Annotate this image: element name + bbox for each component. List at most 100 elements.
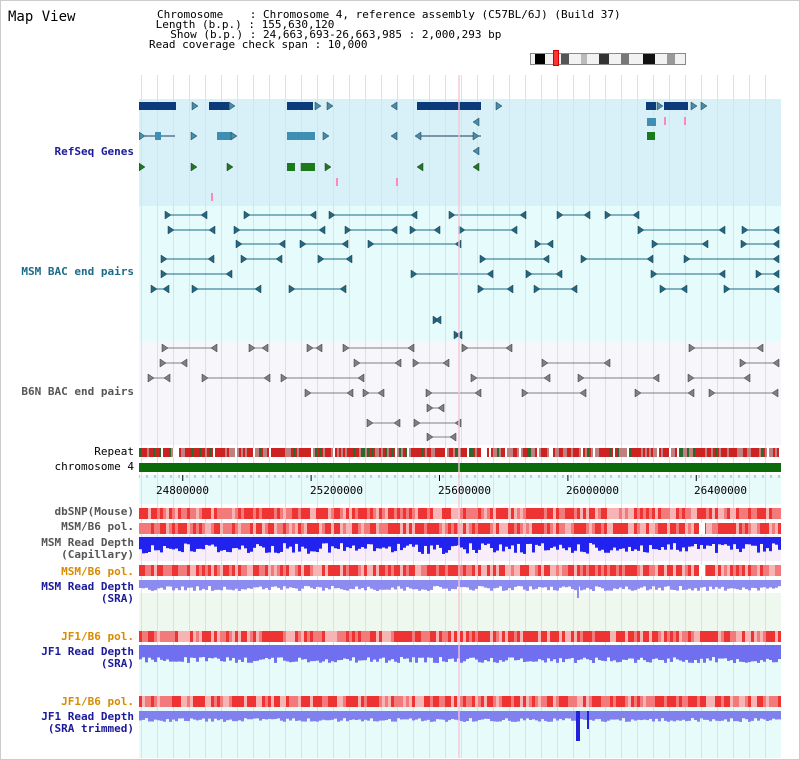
- read-depth-bar: [742, 537, 745, 549]
- read-depth-bar: [733, 711, 736, 722]
- snp-density-cell: [451, 508, 454, 519]
- snp-density-cell: [382, 508, 385, 519]
- snp-density-cell: [685, 523, 688, 534]
- read-depth-bar: [265, 580, 268, 588]
- read-depth-bar: [694, 580, 697, 589]
- snp-density-cell: [589, 631, 592, 642]
- snp-density-cell: [541, 523, 544, 534]
- repeat-cell: [153, 448, 155, 457]
- read-depth-bar: [382, 580, 385, 590]
- read-depth-bar: [274, 645, 277, 663]
- read-depth-bar: [628, 645, 631, 659]
- read-depth-bar: [304, 537, 307, 549]
- snp-density-cell: [634, 565, 637, 576]
- read-depth-bar: [727, 645, 730, 661]
- snp-density-cell: [139, 631, 142, 642]
- snp-density-cell: [319, 565, 322, 576]
- snp-density-cell: [295, 631, 298, 642]
- snp-density-cell: [763, 696, 766, 707]
- read-depth-bar: [532, 580, 535, 590]
- read-depth-bar: [373, 537, 376, 552]
- repeat-cell: [655, 448, 657, 457]
- read-depth-bar: [508, 645, 511, 658]
- snp-density-cell: [526, 631, 529, 642]
- snp-density-cell: [679, 523, 682, 534]
- repeat-cell: [387, 448, 389, 457]
- read-depth-bar: [253, 711, 256, 719]
- snp-density-cell: [163, 696, 166, 707]
- snp-density-cell: [232, 565, 235, 576]
- repeat-cell: [185, 448, 187, 457]
- read-depth-bar: [316, 645, 319, 661]
- repeat-cell: [377, 448, 379, 457]
- feature-arrow: [322, 131, 330, 141]
- snp-density-cell: [166, 508, 169, 519]
- snp-density-cell: [235, 508, 238, 519]
- read-depth-bar: [625, 645, 628, 660]
- snp-density-cell: [778, 631, 781, 642]
- snp-density-cell: [715, 631, 718, 642]
- repeat-cell: [253, 448, 255, 457]
- read-depth-bar: [178, 537, 181, 552]
- snp-density-cell: [244, 523, 247, 534]
- grid-line: [685, 75, 686, 758]
- read-depth-bar: [193, 645, 196, 658]
- read-depth-bar: [652, 645, 655, 660]
- read-depth-bar: [421, 580, 424, 590]
- snp-density-cell: [766, 696, 769, 707]
- repeat-cell: [721, 448, 723, 457]
- genome-viewer[interactable]: [139, 75, 781, 758]
- snp-density-cell: [499, 508, 502, 519]
- snp-density-cell: [271, 565, 274, 576]
- read-depth-bar: [445, 537, 448, 553]
- snp-density-cell: [454, 631, 457, 642]
- snp-density-cell: [244, 508, 247, 519]
- snp-density-cell: [763, 523, 766, 534]
- read-depth-bar: [520, 711, 523, 719]
- snp-density-cell: [247, 696, 250, 707]
- read-depth-bar: [721, 645, 724, 659]
- read-depth-bar: [484, 580, 487, 588]
- read-depth-bar: [628, 580, 631, 590]
- snp-density-cell: [616, 508, 619, 519]
- snp-density-cell: [409, 523, 412, 534]
- snp-density-cell: [523, 565, 526, 576]
- snp-density-cell: [625, 523, 628, 534]
- read-depth-bar: [745, 580, 748, 590]
- read-depth-bar: [733, 537, 736, 545]
- genome-tracks-svg[interactable]: [139, 75, 781, 758]
- read-depth-bar: [541, 580, 544, 588]
- chromosome-ideogram[interactable]: [530, 53, 686, 65]
- snp-density-cell: [226, 565, 229, 576]
- snp-density-cell: [535, 631, 538, 642]
- repeat-cell: [513, 448, 515, 457]
- read-depth-bar: [655, 537, 658, 550]
- feature-arrow: [139, 162, 146, 172]
- repeat-cell: [703, 448, 705, 457]
- repeat-cell: [613, 448, 615, 457]
- snp-density-cell: [730, 508, 733, 519]
- repeat-cell: [337, 448, 339, 457]
- feature-arrow: [416, 162, 424, 172]
- snp-density-cell: [712, 696, 715, 707]
- read-depth-bar: [259, 711, 262, 721]
- snp-density-cell: [271, 508, 274, 519]
- snp-density-cell: [682, 565, 685, 576]
- feature-arrow: [410, 269, 418, 279]
- read-depth-bar: [454, 645, 457, 662]
- read-depth-bar: [769, 711, 772, 721]
- ideogram-position-marker[interactable]: [553, 50, 559, 66]
- repeat-cell: [229, 448, 231, 457]
- snp-density-cell: [529, 631, 532, 642]
- feature-arrow: [433, 225, 441, 235]
- read-depth-bar: [394, 537, 397, 552]
- read-depth-bar: [322, 580, 325, 591]
- snp-density-cell: [565, 565, 568, 576]
- snp-density-cell: [274, 508, 277, 519]
- snp-density-cell: [238, 631, 241, 642]
- snp-density-cell: [610, 631, 613, 642]
- snp-density-cell: [631, 696, 634, 707]
- read-depth-bar: [709, 645, 712, 661]
- snp-density-cell: [601, 631, 604, 642]
- read-depth-bar: [400, 711, 403, 720]
